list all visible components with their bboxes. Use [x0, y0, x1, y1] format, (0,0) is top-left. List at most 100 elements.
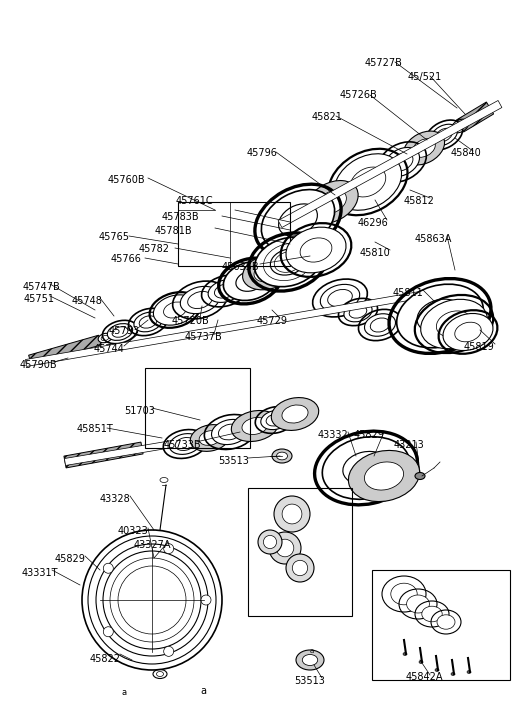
Ellipse shape	[318, 190, 346, 214]
Ellipse shape	[349, 306, 367, 318]
Ellipse shape	[415, 473, 425, 480]
Ellipse shape	[407, 595, 430, 613]
Ellipse shape	[348, 451, 419, 502]
Ellipse shape	[306, 180, 358, 223]
Text: 45765: 45765	[99, 232, 130, 242]
Bar	[248, 488, 352, 616]
Text: 45760B: 45760B	[108, 175, 145, 185]
Ellipse shape	[431, 124, 457, 145]
Text: 45790B: 45790B	[20, 360, 58, 370]
Ellipse shape	[404, 131, 444, 165]
Circle shape	[164, 646, 174, 656]
Ellipse shape	[384, 148, 419, 177]
Text: a: a	[200, 686, 206, 696]
Polygon shape	[278, 100, 502, 228]
Text: 45796: 45796	[247, 148, 278, 158]
Ellipse shape	[417, 299, 463, 333]
Ellipse shape	[302, 654, 318, 665]
Circle shape	[286, 554, 314, 582]
Ellipse shape	[236, 270, 264, 292]
Text: 53513: 53513	[218, 456, 249, 466]
Ellipse shape	[266, 414, 284, 426]
Ellipse shape	[391, 583, 417, 605]
Text: 45819: 45819	[464, 342, 495, 352]
Text: 45793: 45793	[109, 326, 140, 336]
Text: 43327A: 43327A	[134, 540, 172, 550]
Ellipse shape	[270, 249, 306, 275]
Text: 45783B: 45783B	[162, 212, 200, 222]
Text: 45842A: 45842A	[406, 672, 443, 682]
Polygon shape	[64, 442, 143, 468]
Text: 43331T: 43331T	[22, 568, 58, 578]
Polygon shape	[457, 102, 494, 132]
Text: 45720B: 45720B	[172, 316, 210, 326]
Text: 45811: 45811	[393, 288, 424, 298]
Ellipse shape	[296, 650, 324, 670]
Text: 45733B: 45733B	[164, 440, 202, 450]
Circle shape	[258, 530, 282, 554]
Ellipse shape	[139, 316, 157, 328]
Ellipse shape	[282, 405, 308, 423]
Ellipse shape	[88, 536, 216, 664]
Ellipse shape	[272, 449, 292, 463]
Ellipse shape	[153, 295, 196, 325]
Ellipse shape	[134, 312, 162, 332]
Ellipse shape	[435, 669, 439, 672]
Text: 45/521: 45/521	[408, 72, 442, 82]
Text: 45761C: 45761C	[176, 196, 213, 206]
Ellipse shape	[199, 430, 221, 446]
Text: 45744: 45744	[94, 344, 125, 354]
Ellipse shape	[344, 302, 372, 322]
Text: 45781B: 45781B	[155, 226, 193, 236]
Text: 46296: 46296	[358, 218, 389, 228]
Text: 45766: 45766	[111, 254, 142, 264]
Text: 43213: 43213	[394, 440, 425, 450]
Ellipse shape	[279, 204, 318, 236]
Circle shape	[282, 504, 302, 524]
Ellipse shape	[286, 227, 346, 273]
Ellipse shape	[118, 566, 186, 634]
Ellipse shape	[181, 286, 220, 313]
Text: 40323: 40323	[118, 526, 149, 536]
Ellipse shape	[277, 452, 287, 460]
Text: 45812: 45812	[404, 196, 435, 206]
Ellipse shape	[436, 311, 472, 337]
Text: 43332: 43332	[318, 430, 349, 440]
Ellipse shape	[455, 322, 481, 342]
Text: 45840: 45840	[451, 148, 482, 158]
Text: 45737B: 45737B	[185, 332, 222, 342]
Ellipse shape	[164, 302, 186, 318]
Circle shape	[201, 595, 211, 605]
Ellipse shape	[261, 190, 335, 250]
Ellipse shape	[364, 314, 396, 337]
Ellipse shape	[224, 262, 277, 300]
Ellipse shape	[261, 410, 289, 430]
Ellipse shape	[211, 419, 249, 445]
Ellipse shape	[403, 653, 407, 656]
Circle shape	[292, 561, 307, 576]
Circle shape	[263, 535, 277, 549]
Ellipse shape	[300, 238, 332, 262]
Ellipse shape	[421, 300, 487, 349]
Text: 45751: 45751	[24, 294, 55, 304]
Text: a: a	[310, 648, 314, 654]
Text: 45851T: 45851T	[77, 424, 114, 434]
Ellipse shape	[422, 606, 442, 622]
Ellipse shape	[413, 139, 435, 157]
Ellipse shape	[397, 284, 483, 348]
Bar	[145, 368, 250, 448]
Text: 45635B: 45635B	[222, 262, 260, 272]
Bar	[178, 202, 290, 266]
Ellipse shape	[243, 254, 294, 290]
Ellipse shape	[112, 326, 128, 337]
Ellipse shape	[232, 411, 279, 441]
Text: 45727B: 45727B	[365, 58, 403, 68]
Polygon shape	[64, 433, 220, 465]
Text: 43328: 43328	[100, 494, 131, 504]
Circle shape	[276, 539, 294, 557]
Ellipse shape	[98, 333, 112, 342]
Polygon shape	[25, 292, 421, 366]
Ellipse shape	[370, 318, 390, 332]
Text: 45782: 45782	[139, 244, 170, 254]
Ellipse shape	[451, 672, 455, 675]
